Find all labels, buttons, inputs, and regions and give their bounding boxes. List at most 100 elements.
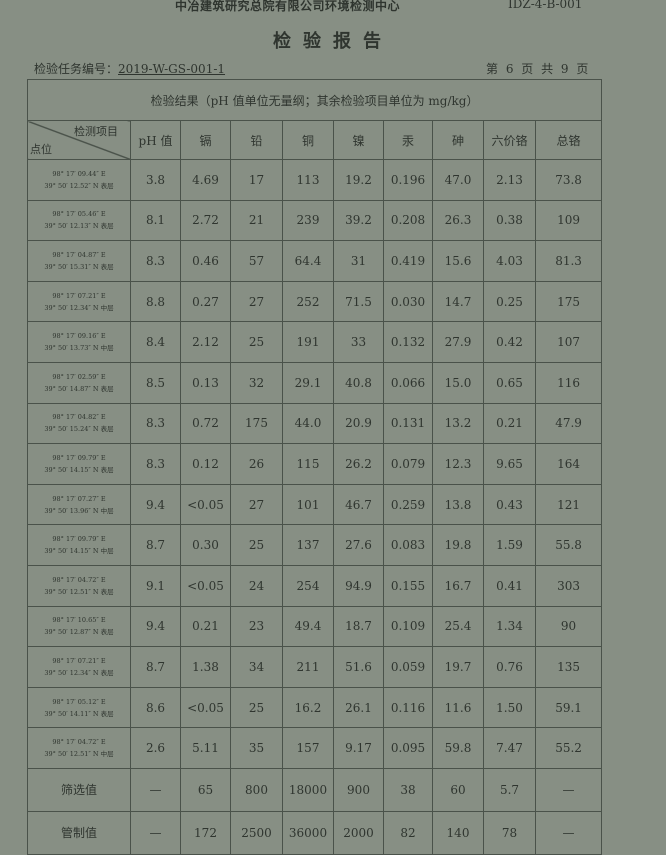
value-cell: 0.65 [483,361,536,404]
value-cell: 47.9 [534,402,603,445]
column-header: 镍 [333,120,384,160]
value-cell: 137 [282,524,334,566]
column-header: 铜 [282,120,334,160]
task-number: 检验任务编号：2019-W-GS-001-1 [34,60,225,77]
latitude: 39° 50′ 12.51″ N 表层 [44,587,114,596]
latitude: 39° 50′ 14.15″ N 中层 [44,547,114,556]
value-cell: 94.9 [333,564,384,607]
longitude: 98° 17′ 09.79″ E [52,535,106,544]
value-cell: 9.65 [483,443,536,485]
value-cell: 23 [230,605,283,648]
value-cell: 164 [534,443,603,485]
limit-value: 38 [383,767,433,812]
table-row: 98° 17′ 04.87″ E 39° 50′ 15.31″ N 表层 8.3 0.… [27,240,603,282]
value-cell: 121 [534,483,603,526]
value-cell: 0.155 [383,564,433,607]
table-row: 98° 17′ 04.82″ E 39° 50′ 15.24″ N 表层 8.3 0.… [27,402,603,445]
latitude: 39° 50′ 12.52″ N 表层 [44,181,114,190]
value-cell: 0.259 [383,483,433,526]
value-cell: 101 [282,483,334,526]
value-cell: 254 [282,564,334,607]
task-label: 检验任务编号： [34,62,119,76]
value-cell: 0.27 [180,280,231,323]
latitude: 39° 50′ 14.87″ N 表层 [44,384,114,393]
value-cell: 8.3 [130,402,181,445]
document-code: IDZ-4-B-001 [508,0,583,11]
value-cell: 9.4 [130,483,181,526]
location-cell: 98° 17′ 07.21″ E 39° 50′ 12.34″ N 表层 [27,646,131,688]
value-cell: 64.4 [282,240,334,282]
location-cell: 98° 17′ 05.46″ E 39° 50′ 12.13″ N 表层 [27,199,131,242]
table-row: 98° 17′ 05.12″ E 39° 50′ 14.11″ N 表层 8.6 <0… [27,686,603,729]
value-cell: 71.5 [333,280,384,323]
value-cell: 44.0 [282,402,334,445]
table-row: 98° 17′ 07.27″ E 39° 50′ 13.96″ N 中层 9.4 <0… [27,483,603,526]
value-cell: 26.2 [333,443,384,485]
value-cell: 211 [282,646,334,688]
table-row: 98° 17′ 07.21″ E 39° 50′ 12.34″ N 表层 8.7 1.… [27,646,603,688]
value-cell: 175 [230,402,283,445]
value-cell: 26.1 [333,686,384,729]
value-cell: 8.4 [130,321,181,363]
value-cell: 55.8 [534,524,603,566]
value-cell: 21 [230,199,283,242]
value-cell: 24 [230,564,283,607]
value-cell: 175 [534,280,603,323]
table-row: 98° 17′ 09.79″ E 39° 50′ 14.15″ N 表层 8.3 0.… [27,443,603,485]
value-cell: 8.5 [130,361,181,404]
longitude: 98° 17′ 04.72″ E [52,738,106,747]
value-cell: 0.25 [483,280,536,323]
value-cell: 8.8 [130,280,181,323]
value-cell: 55.2 [534,727,603,769]
value-cell: 157 [282,727,334,769]
value-cell: 0.76 [483,646,536,688]
longitude: 98° 17′ 07.27″ E [52,494,106,503]
table-row: 98° 17′ 09.79″ E 39° 50′ 14.15″ N 中层 8.7 0.… [27,524,603,566]
latitude: 39° 50′ 13.73″ N 中层 [44,344,114,353]
limit-value: — [534,767,603,812]
limit-row: 管制值 —172 2500 36000 2000 82 140 78— [27,810,603,855]
value-cell: 0.12 [180,443,231,485]
value-cell: 4.03 [483,240,536,282]
value-cell: 0.30 [180,524,231,566]
value-cell: 0.030 [383,280,433,323]
limit-label: 筛选值 [27,767,131,812]
value-cell: 8.7 [130,646,181,688]
location-cell: 98° 17′ 09.44″ E 39° 50′ 12.52″ N 表层 [27,159,131,201]
column-header: 砷 [432,120,484,160]
table-caption: 检验结果（pH 值单位无量纲；其余检验项目单位为 mg/kg） [26,79,603,121]
value-cell: 0.109 [383,605,433,648]
location-cell: 98° 17′ 09.79″ E 39° 50′ 14.15″ N 中层 [27,524,131,566]
value-cell: 25 [230,686,283,729]
value-cell: 0.196 [383,159,433,201]
value-cell: 49.4 [282,605,334,648]
value-cell: 51.6 [333,646,384,688]
limit-value: — [534,810,603,855]
value-cell: 81.3 [534,240,603,282]
table-row: 98° 17′ 10.65″ E 39° 50′ 12.87″ N 表层 9.4 0.… [27,605,603,648]
column-header: 总铬 [534,120,603,160]
latitude: 39° 50′ 12.34″ N 表层 [44,668,114,677]
latitude: 39° 50′ 13.96″ N 中层 [44,506,114,515]
latitude: 39° 50′ 12.13″ N 表层 [44,222,114,231]
value-cell: 25 [230,321,283,363]
value-cell: 40.8 [333,361,384,404]
value-cell: 109 [534,199,603,242]
value-cell: 0.13 [180,361,231,404]
table-row: 98° 17′ 04.72″ E 39° 50′ 12.51″ N 表层 9.1 <0… [27,564,603,607]
latitude: 39° 50′ 12.34″ N 中层 [44,303,114,312]
value-cell: <0.05 [180,686,231,729]
limit-value: 140 [432,810,484,855]
limit-value: 36000 [282,810,334,855]
limit-value: 82 [383,810,433,855]
value-cell: 18.7 [333,605,384,648]
column-header: pH 值 [130,120,181,160]
longitude: 98° 17′ 04.87″ E [52,250,106,259]
value-cell: 2.6 [130,727,181,769]
table-row: 98° 17′ 07.21″ E 39° 50′ 12.34″ N 中层 8.8 0.… [27,280,603,323]
value-cell: 0.208 [383,199,433,242]
value-cell: <0.05 [180,564,231,607]
limit-value: — [130,767,181,812]
value-cell: 47.0 [432,159,484,201]
location-cell: 98° 17′ 04.87″ E 39° 50′ 15.31″ N 表层 [27,240,131,282]
